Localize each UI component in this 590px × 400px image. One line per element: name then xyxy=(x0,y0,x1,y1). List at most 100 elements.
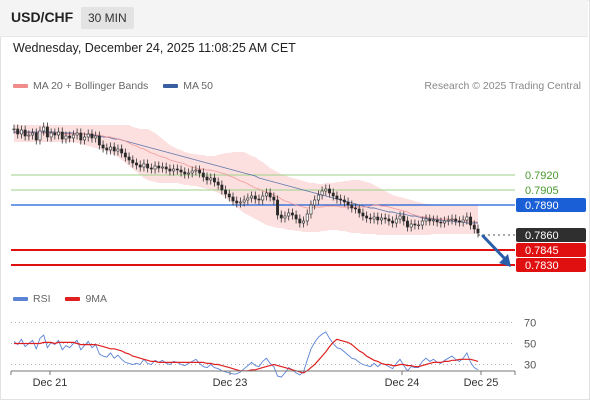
candle-up xyxy=(398,215,402,220)
candle-up xyxy=(142,163,146,168)
candle-down xyxy=(476,228,480,234)
candle-down xyxy=(123,152,127,158)
candle-down xyxy=(350,204,354,209)
candle-down xyxy=(402,215,406,222)
x-tick-label-3: Dec 25 xyxy=(464,377,499,389)
price-label-4: 0.7845 xyxy=(525,245,559,257)
candle-down xyxy=(149,167,153,170)
candle-down xyxy=(157,165,161,169)
candle-down xyxy=(227,193,231,198)
candle-up xyxy=(83,136,86,141)
candle-down xyxy=(346,201,350,206)
candle-up xyxy=(250,195,254,199)
candle-up xyxy=(324,188,328,192)
candle-down xyxy=(406,220,409,228)
price-label-3: 0.7860 xyxy=(525,230,559,242)
candle-down xyxy=(272,196,276,201)
candle-up xyxy=(187,172,190,175)
candle-up xyxy=(86,133,90,138)
candle-up xyxy=(109,146,112,151)
candle-down xyxy=(164,166,168,170)
x-tick-label-1: Dec 23 xyxy=(213,377,248,389)
candle-up xyxy=(172,168,176,172)
candle-up xyxy=(320,190,324,196)
candle-down xyxy=(298,218,302,224)
legend-item-ma50: MA 50 xyxy=(163,80,213,92)
forecast-arrow-head xyxy=(499,254,511,267)
candle-down xyxy=(331,192,335,197)
candle-up xyxy=(190,170,194,174)
candle-up xyxy=(153,165,157,170)
legend-item-rsi: RSI xyxy=(13,293,53,305)
price-label-box-2 xyxy=(516,198,586,212)
candle-up xyxy=(209,177,213,181)
candle-down xyxy=(168,168,172,172)
candle-up xyxy=(64,135,68,140)
timeframe-button[interactable]: 30 MIN xyxy=(81,7,134,29)
rsi-swatch xyxy=(13,297,28,302)
candle-down xyxy=(131,159,135,164)
candle-up xyxy=(446,219,450,222)
candle-down xyxy=(268,192,272,198)
candle-up xyxy=(19,129,23,135)
candle-up xyxy=(238,201,242,204)
price-label-box-5 xyxy=(516,258,586,272)
candle-up xyxy=(372,216,376,220)
candle-up xyxy=(42,126,46,132)
candle-down xyxy=(439,221,443,224)
candle-up xyxy=(424,218,428,222)
candle-down xyxy=(253,195,257,200)
candle-down xyxy=(101,144,105,149)
candle-up xyxy=(461,219,465,223)
candle-up xyxy=(309,204,313,215)
candle-down xyxy=(413,223,417,226)
candle-up xyxy=(31,132,35,136)
legend-item-ma20: MA 20 + Bollinger Bands xyxy=(13,80,151,92)
candle-down xyxy=(213,177,216,183)
bollinger-band-area xyxy=(14,125,478,235)
candle-up xyxy=(316,194,320,201)
rsi-tick-label-1: 50 xyxy=(524,339,536,351)
candle-down xyxy=(53,132,57,136)
price-label-5: 0.7830 xyxy=(525,260,559,272)
candle-down xyxy=(79,132,83,141)
candle-down xyxy=(231,196,235,202)
candle-up xyxy=(302,220,305,224)
candle-down xyxy=(457,220,461,223)
candle-down xyxy=(383,217,387,220)
legend-label-9ma: 9MA xyxy=(85,293,108,305)
candle-down xyxy=(279,214,283,219)
candle-down xyxy=(257,198,261,201)
price-label-0: 0.7920 xyxy=(525,170,559,182)
forecast-arrow-shaft xyxy=(481,234,509,263)
candle-down xyxy=(16,128,20,135)
candle-down xyxy=(357,208,361,214)
candle-down xyxy=(175,168,179,171)
candle-down xyxy=(23,129,27,137)
candle-down xyxy=(335,195,339,200)
candle-down xyxy=(97,135,101,146)
candle-down xyxy=(290,212,294,216)
candle-down xyxy=(179,169,183,173)
rsi-tick-label-2: 30 xyxy=(524,360,536,372)
candle-down xyxy=(198,169,202,174)
candle-up xyxy=(443,220,447,224)
candle-down xyxy=(90,133,94,139)
candle-up xyxy=(12,128,16,131)
candle-up xyxy=(380,217,383,221)
candle-down xyxy=(205,176,209,181)
candle-up xyxy=(264,192,268,197)
candle-down xyxy=(146,163,150,169)
candle-up xyxy=(94,135,98,139)
x-tick-label-0: Dec 21 xyxy=(33,377,68,389)
candle-up xyxy=(283,215,287,219)
legend-label-rsi: RSI xyxy=(33,293,51,305)
price-label-2: 0.7890 xyxy=(525,200,559,212)
candle-up xyxy=(432,219,435,222)
x-tick-label-2: Dec 24 xyxy=(385,377,420,389)
candle-up xyxy=(287,212,291,217)
price-label-1: 0.7905 xyxy=(525,185,559,197)
candle-up xyxy=(450,218,454,221)
candle-up xyxy=(242,199,246,203)
